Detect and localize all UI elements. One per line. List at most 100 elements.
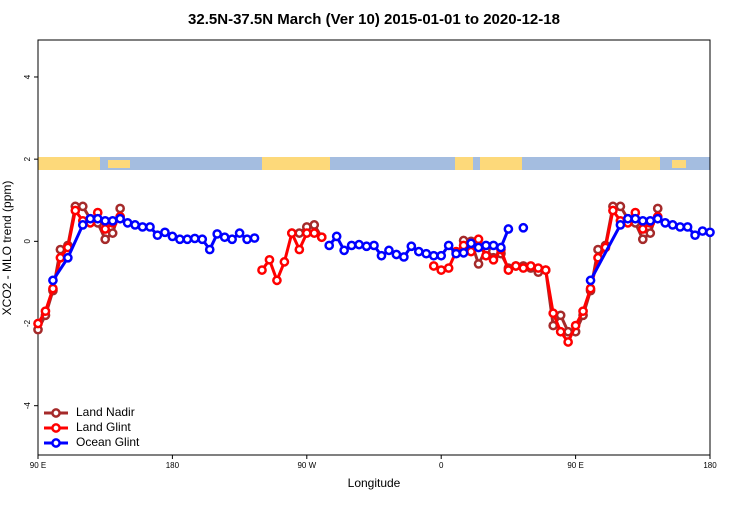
data-point (518, 222, 529, 233)
data-point (645, 228, 656, 238)
data-point (197, 234, 208, 245)
x-tick-label: 90 E (30, 461, 46, 470)
y-tick-label: 4 (23, 74, 32, 79)
data-point (137, 222, 148, 232)
data-point (234, 228, 245, 238)
data-point (488, 240, 499, 251)
data-point (369, 240, 379, 251)
data-point (518, 263, 529, 273)
data-point (399, 252, 409, 262)
data-point (167, 231, 178, 242)
data-point (145, 222, 155, 232)
data-point (361, 241, 372, 252)
data-point (63, 252, 73, 263)
data-point (466, 246, 476, 257)
data-point (339, 245, 349, 256)
data-point (585, 275, 596, 286)
data-point (473, 242, 484, 253)
data-point (548, 308, 559, 319)
y-tick-label: -4 (23, 402, 32, 410)
data-point (92, 213, 103, 224)
data-point (623, 213, 633, 224)
data-point (690, 230, 700, 241)
series (48, 213, 715, 286)
data-point (189, 233, 200, 244)
data-point (578, 306, 588, 317)
data-point (85, 213, 96, 224)
data-point (481, 240, 491, 251)
data-point (555, 310, 566, 321)
data-point (443, 240, 454, 251)
data-point (182, 234, 193, 245)
data-point (443, 263, 454, 273)
data-point (331, 231, 342, 242)
data-point (615, 201, 626, 212)
data-point (436, 265, 447, 275)
legend-label: Land Glint (76, 420, 131, 434)
data-point (540, 265, 551, 275)
data-point (637, 215, 648, 226)
data-point (227, 234, 237, 245)
map-strip (38, 157, 710, 170)
x-axis-label: Longitude (348, 476, 401, 490)
data-point (264, 254, 275, 265)
data-point (309, 220, 320, 230)
y-tick-label: -2 (23, 319, 32, 327)
data-point (219, 232, 230, 243)
data-point (55, 252, 66, 263)
data-point (481, 250, 491, 261)
x-tick-label: 180 (166, 461, 180, 470)
data-point (40, 306, 51, 317)
data-point (428, 261, 439, 271)
x-tick-label: 90 W (297, 461, 316, 470)
data-point (660, 217, 671, 228)
data-point (473, 234, 484, 245)
data-point (436, 250, 447, 261)
data-point (294, 228, 305, 238)
data-point (652, 203, 663, 214)
data-point (391, 249, 402, 260)
data-point (324, 240, 335, 251)
data-point (287, 228, 297, 238)
data-point (279, 257, 290, 267)
data-point (488, 254, 499, 265)
data-point (204, 244, 215, 255)
data-point (70, 205, 81, 216)
legend-label: Land Nadir (76, 405, 135, 419)
data-point (175, 234, 185, 245)
data-point (48, 283, 58, 294)
data-point (413, 246, 424, 257)
data-point (428, 250, 439, 261)
data-point (257, 265, 267, 275)
data-point (316, 232, 327, 243)
data-point (122, 217, 133, 228)
data-point (294, 244, 305, 255)
data-point (533, 263, 544, 273)
x-tick-label: 180 (703, 461, 717, 470)
data-point (615, 220, 626, 230)
data-point (503, 224, 514, 234)
legend-label: Ocean Glint (76, 435, 140, 449)
data-point (242, 234, 252, 245)
plot-frame (37, 39, 711, 456)
data-point (77, 201, 88, 212)
data-point (160, 227, 170, 238)
data-point (608, 205, 618, 216)
legend-marker (51, 438, 61, 448)
data-point (675, 222, 685, 232)
data-point (100, 215, 111, 226)
data-point (48, 275, 58, 286)
data-point (630, 213, 641, 224)
data-point (645, 215, 656, 226)
data-point (115, 213, 125, 224)
data-point (563, 337, 573, 347)
data-point (555, 326, 566, 337)
data-point (637, 224, 648, 234)
y-tick-label: 2 (23, 156, 32, 161)
data-point (249, 233, 260, 243)
data-point (705, 227, 715, 238)
x-tick-label: 0 (439, 461, 444, 470)
data-point (458, 247, 469, 258)
data-point (570, 320, 581, 331)
